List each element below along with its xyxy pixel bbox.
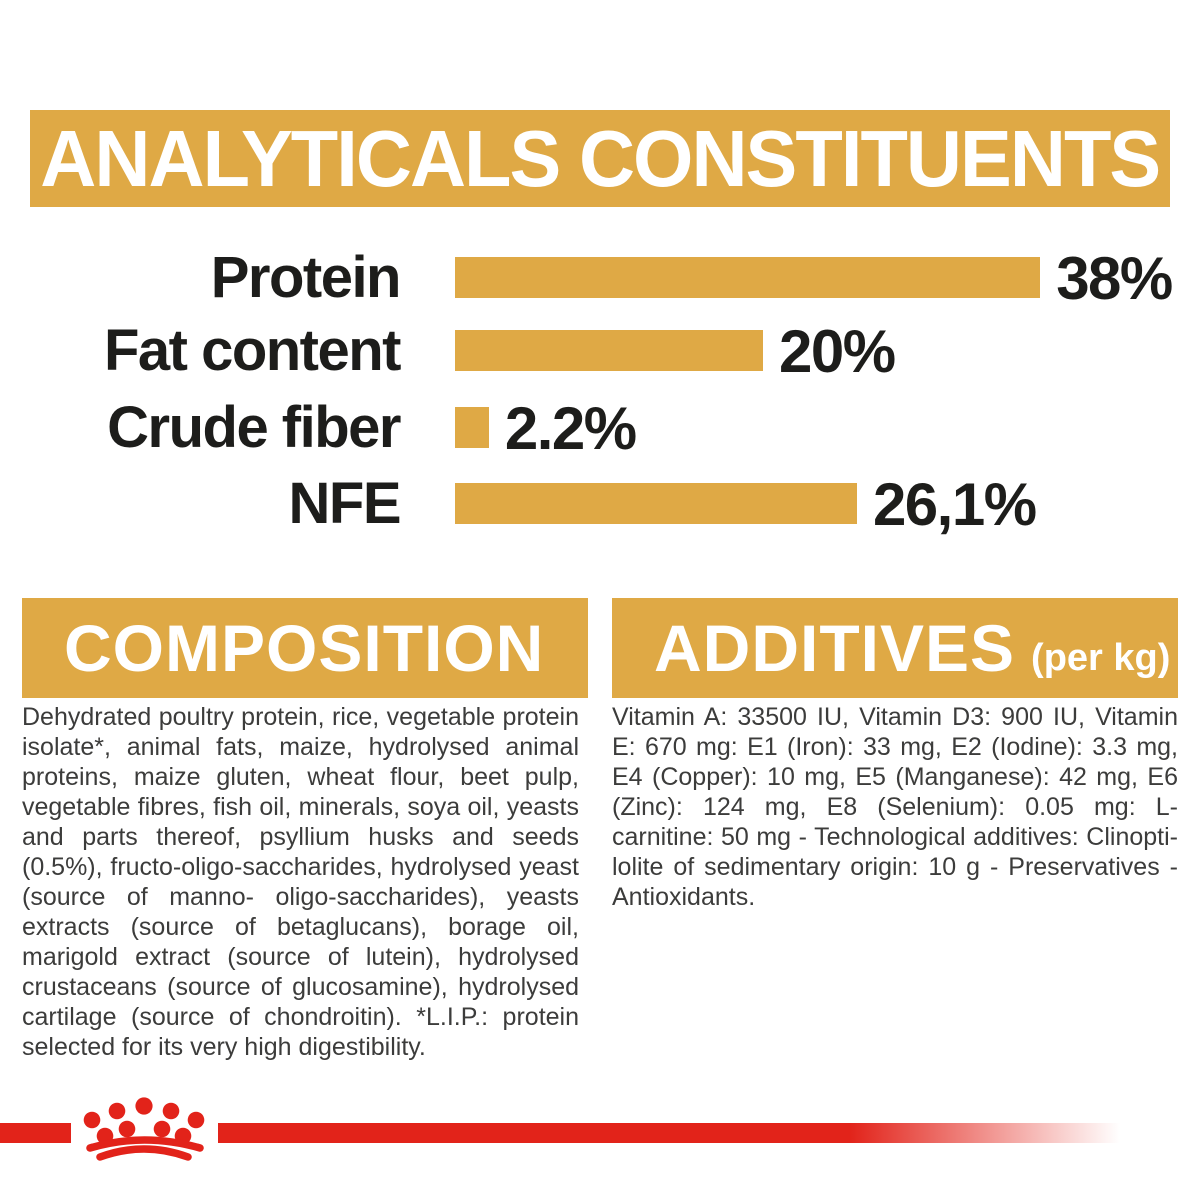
footer-stripe-left (0, 1123, 71, 1143)
additives-title: ADDITIVES (654, 611, 1016, 685)
composition-banner: COMPOSITION (22, 598, 588, 698)
chart-row: NFE 26,1% (0, 471, 1200, 538)
additives-title-suffix: (per kg) (1031, 636, 1171, 679)
bar-label: NFE (288, 471, 402, 536)
bar-value: 2.2% (504, 395, 637, 462)
analyticals-banner: ANALYTICALS CONSTITUENTS (30, 110, 1170, 207)
bar-label: Crude fiber (107, 395, 401, 460)
analyticals-title: ANALYTICALS CONSTITUENTS (40, 113, 1162, 203)
additives-body: Vitamin A: 33500 IU, Vitamin D3: 900 IU,… (612, 703, 1178, 911)
bar-value: 20% (779, 318, 896, 385)
crown-dots (83, 1097, 205, 1145)
bar (455, 330, 763, 371)
composition-body: Dehydrated poultry protein, rice, vegeta… (22, 703, 579, 1061)
chart-row: Fat content 20% (0, 318, 1200, 385)
bar-label: Protein (210, 245, 402, 310)
chart-row: Protein 38% (0, 245, 1200, 312)
bar-value: 38% (1056, 245, 1173, 312)
footer-stripe-right (218, 1123, 1120, 1143)
royal-canin-crown-logo (83, 1097, 205, 1161)
bar (455, 483, 857, 524)
analyticals-chart: Protein 38% Fat content 20% Crude fiber 2.2% N… (0, 245, 1200, 538)
crown-arcs (86, 1136, 204, 1161)
chart-row: Crude fiber 2.2% (0, 395, 1200, 462)
bar (455, 407, 489, 448)
additives-banner: ADDITIVES (per kg) (612, 598, 1178, 698)
bar (455, 257, 1041, 298)
bar-value: 26,1% (872, 471, 1037, 538)
composition-title: COMPOSITION (64, 611, 545, 685)
bar-label: Fat content (103, 318, 402, 383)
